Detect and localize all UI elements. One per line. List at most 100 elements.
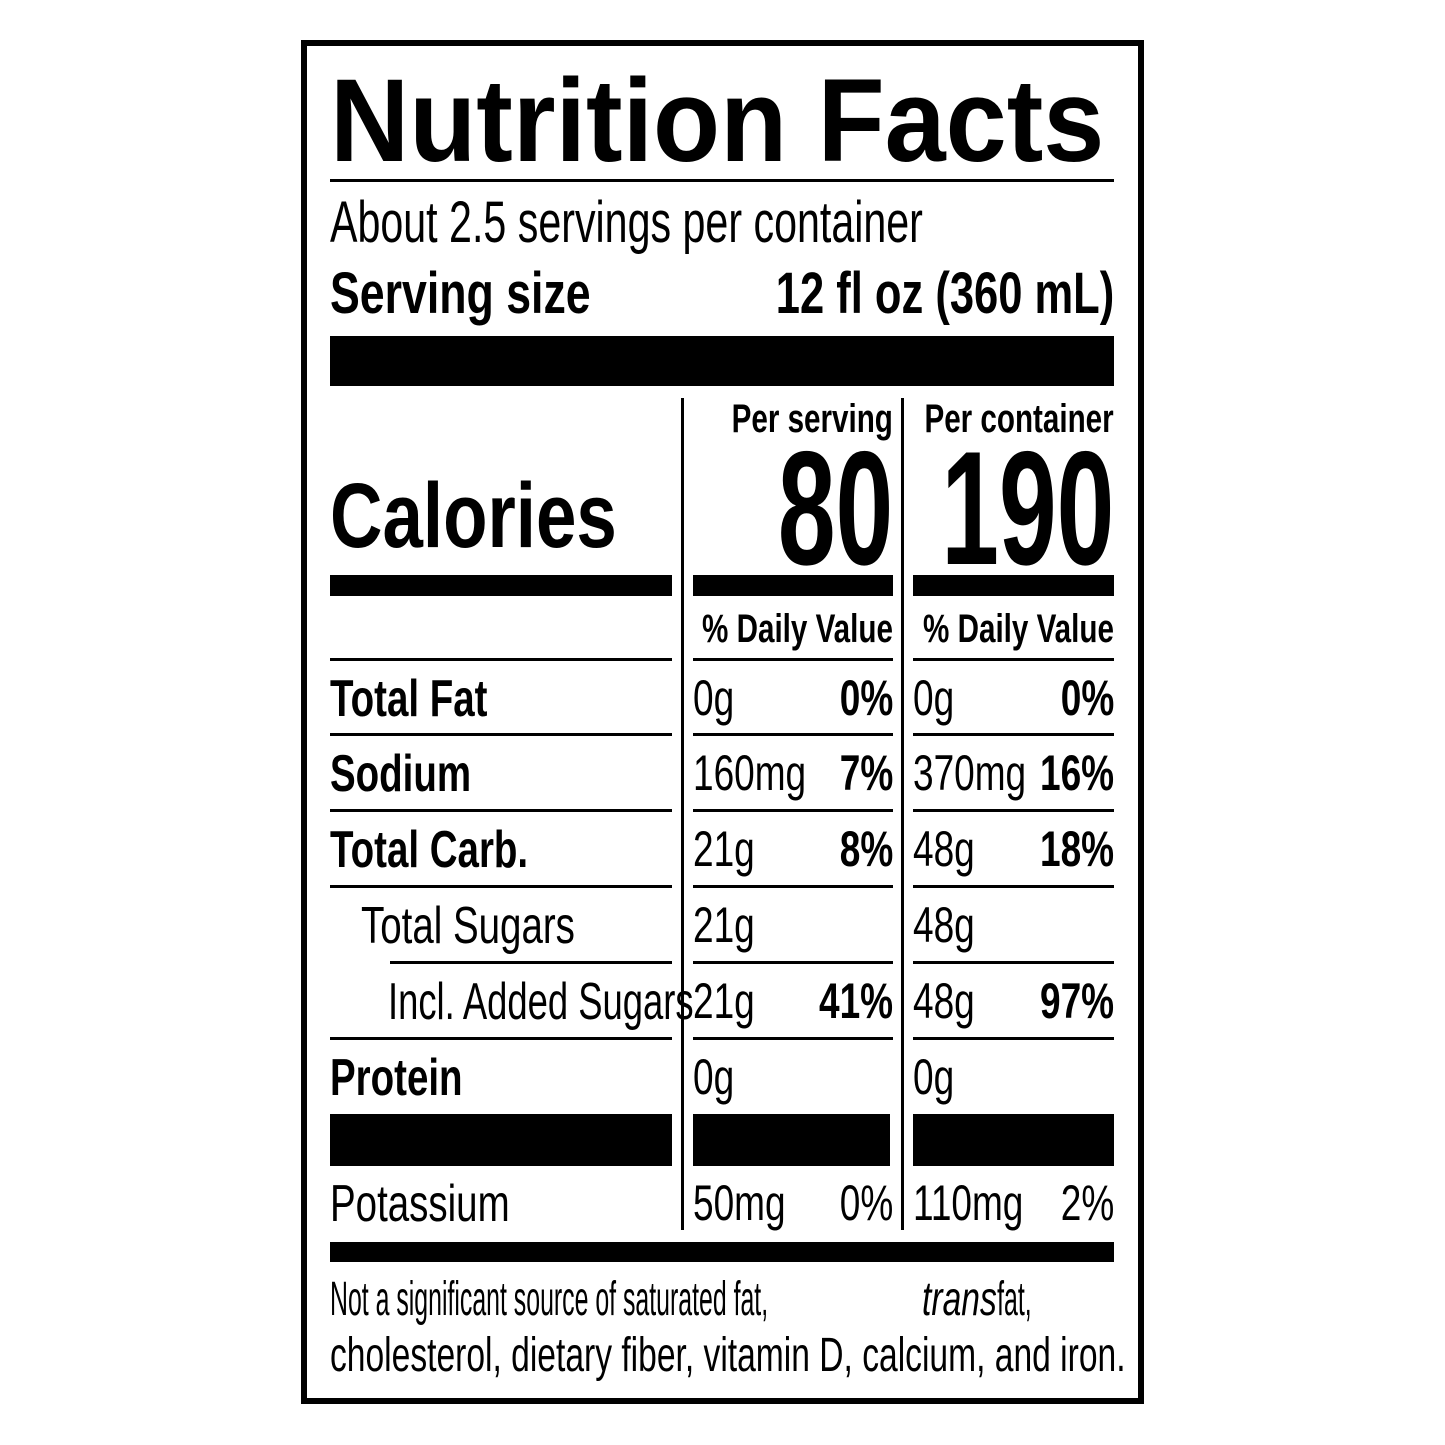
daily-value-header-container: % Daily Value: [856, 609, 1114, 649]
amount-text: 370mg: [913, 745, 1027, 801]
label-border: [301, 40, 1144, 1404]
dv-text: 16%: [1039, 745, 1114, 801]
dv-text: 2%: [1060, 1175, 1114, 1231]
divider-thin: [330, 179, 1114, 182]
dv-text: 41%: [818, 973, 893, 1029]
amount-text: 0g: [913, 1049, 955, 1105]
amount-text: 0g: [693, 1049, 735, 1105]
serving-dv: 41%: [793, 976, 893, 1026]
per-serving-text: Per serving: [731, 397, 893, 441]
divider-medium: [913, 575, 1114, 596]
dv-text: 97%: [1039, 973, 1114, 1029]
amount-text: 48g: [913, 897, 975, 953]
serving-size-label: Serving size: [330, 265, 668, 323]
label-text: Incl. Added Sugars: [388, 973, 694, 1031]
label-text: Total Carb.: [330, 821, 529, 879]
container-amount: 370mg: [913, 748, 1066, 798]
footnote-line-2: cholesterol, dietary fiber, vitamin D, c…: [330, 1332, 1445, 1380]
row-divider: [913, 1037, 1114, 1040]
container-amount: 110mg: [913, 1178, 1062, 1228]
divider-thick: [913, 1114, 1114, 1166]
column-header-per-container: Per container: [858, 399, 1114, 439]
amount-text: 48g: [913, 973, 975, 1029]
dv-text: 18%: [1039, 821, 1114, 877]
container-amount: 48g: [913, 900, 996, 950]
row-divider: [693, 1037, 893, 1040]
amount-text: 0g: [913, 670, 955, 726]
divider-medium: [330, 575, 672, 596]
row-divider: [913, 658, 1114, 661]
container-amount: 48g: [913, 976, 996, 1026]
column-header-per-serving: Per serving: [675, 399, 893, 439]
serving-amount: 21g: [693, 976, 776, 1026]
divider-thick: [693, 1114, 890, 1166]
serving-dv: 0%: [821, 673, 893, 723]
row-divider: [390, 961, 672, 964]
serving-amount: 21g: [693, 900, 776, 950]
amount-text: 0g: [693, 670, 735, 726]
container-amount: 0g: [913, 673, 969, 723]
footnote-text: Not a significant source of saturated fa…: [330, 1273, 769, 1326]
per-container-text: Per container: [924, 397, 1114, 441]
divider-thick: [330, 336, 1114, 386]
nutrient-label-sodium: Sodium: [330, 748, 521, 800]
column-divider: [901, 398, 904, 1230]
serving-amount: 50mg: [693, 1178, 818, 1228]
nutrient-label-potassium: Potassium: [330, 1178, 573, 1230]
amount-text: 110mg: [913, 1175, 1024, 1231]
serving-amount: 0g: [693, 1052, 749, 1102]
calories-label-text: Calories: [330, 465, 617, 567]
calories-per-container: 190: [844, 428, 1114, 590]
nutrient-label-added-sugars: Incl. Added Sugars: [388, 976, 825, 1028]
title: Nutrition Facts: [330, 62, 1163, 180]
container-amount: 48g: [913, 824, 996, 874]
daily-value-header-serving: % Daily Value: [635, 609, 893, 649]
title-text: Nutrition Facts: [330, 55, 1105, 187]
amount-text: 48g: [913, 821, 975, 877]
amount-text: 21g: [693, 821, 755, 877]
dv-header-text: % Daily Value: [923, 607, 1114, 651]
amount-text: 160mg: [693, 745, 807, 801]
calories-container-value: 190: [941, 418, 1114, 599]
footnote-text: fat,: [996, 1273, 1032, 1326]
amount-text: 21g: [693, 897, 755, 953]
dv-text: 7%: [839, 745, 893, 801]
container-dv: 0%: [1042, 673, 1114, 723]
nutrient-label-total-sugars: Total Sugars: [361, 900, 650, 952]
column-divider: [681, 398, 684, 1230]
calories-per-serving: 80: [713, 428, 893, 590]
row-divider: [693, 733, 893, 736]
serving-dv: 7%: [821, 748, 893, 798]
serving-dv: 0%: [821, 1178, 893, 1228]
container-amount: 0g: [913, 1052, 969, 1102]
nutrient-label-total-fat: Total Fat: [330, 673, 543, 725]
serving-dv: 8%: [821, 824, 893, 874]
servings-per-container: About 2.5 servings per container: [330, 194, 1165, 252]
nutrient-label-protein: Protein: [330, 1052, 509, 1104]
footnote-italic: trans: [922, 1273, 997, 1326]
divider-medium: [330, 1242, 1114, 1262]
row-divider: [330, 885, 672, 888]
dv-header-text: % Daily Value: [702, 607, 893, 651]
label-text: Potassium: [330, 1175, 510, 1233]
row-divider: [693, 961, 893, 964]
footnote-line-1: Not a significant source of saturated fa…: [330, 1276, 1349, 1324]
label-text: Sodium: [330, 745, 472, 803]
container-dv: 16%: [1014, 748, 1114, 798]
dv-text: 0%: [839, 1175, 893, 1231]
row-divider: [330, 658, 672, 661]
container-dv: 2%: [1042, 1178, 1114, 1228]
servings-text: About 2.5 servings per container: [330, 190, 923, 255]
row-divider: [330, 733, 672, 736]
divider-thick: [330, 1114, 672, 1166]
label-text: Total Sugars: [361, 897, 575, 955]
row-divider: [693, 885, 893, 888]
dv-text: 0%: [1060, 670, 1114, 726]
serving-amount: 0g: [693, 673, 749, 723]
serving-amount: 21g: [693, 824, 776, 874]
calories-serving-value: 80: [777, 418, 893, 599]
row-divider: [913, 885, 1114, 888]
nutrient-label-total-carb: Total Carb.: [330, 824, 598, 876]
row-divider: [913, 733, 1114, 736]
serving-size-value: 12 fl oz (360 mL): [663, 265, 1114, 323]
